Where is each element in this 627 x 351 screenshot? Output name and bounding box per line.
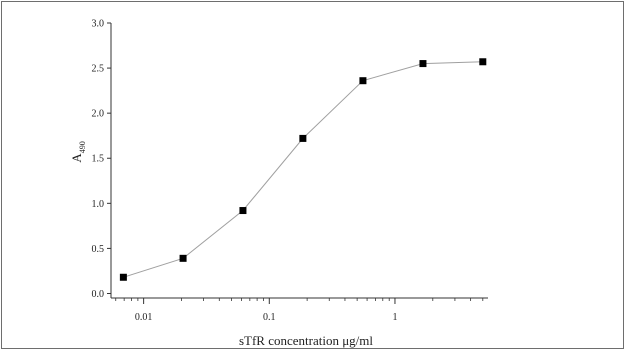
data-point bbox=[419, 60, 427, 68]
data-point bbox=[239, 207, 247, 215]
x-tick-label: 0.01 bbox=[135, 312, 153, 323]
y-axis-title: A490 bbox=[69, 141, 87, 162]
data-point bbox=[179, 254, 187, 262]
series bbox=[119, 58, 487, 281]
y-tick-label: 1.5 bbox=[92, 154, 105, 165]
x-tick-label: 0.1 bbox=[263, 312, 276, 323]
y-tick-label: 0.5 bbox=[92, 244, 105, 255]
data-point bbox=[479, 58, 487, 66]
series-line bbox=[123, 61, 483, 278]
y-tick-label: 2.5 bbox=[92, 64, 105, 75]
svg-text:A490: A490 bbox=[69, 141, 87, 162]
y-axis-title-main: A bbox=[69, 153, 84, 163]
y-tick-label: 2.0 bbox=[92, 109, 105, 120]
y-tick-label: 3.0 bbox=[92, 19, 105, 30]
ticks: 0.0 0.5 1.0 1.5 2.0 2.5 3.0 0.01 0.1 1 bbox=[92, 19, 484, 323]
y-tick-label: 1.0 bbox=[92, 199, 105, 210]
y-tick-label: 0.0 bbox=[92, 289, 105, 300]
axes bbox=[110, 23, 488, 299]
data-point bbox=[359, 77, 367, 85]
data-point bbox=[299, 134, 307, 142]
data-point bbox=[119, 273, 127, 281]
x-tick-label: 1 bbox=[392, 312, 397, 323]
x-axis-title: sTfR concentration μg/ml bbox=[239, 333, 373, 348]
y-axis-title-subscript: 490 bbox=[78, 141, 87, 153]
